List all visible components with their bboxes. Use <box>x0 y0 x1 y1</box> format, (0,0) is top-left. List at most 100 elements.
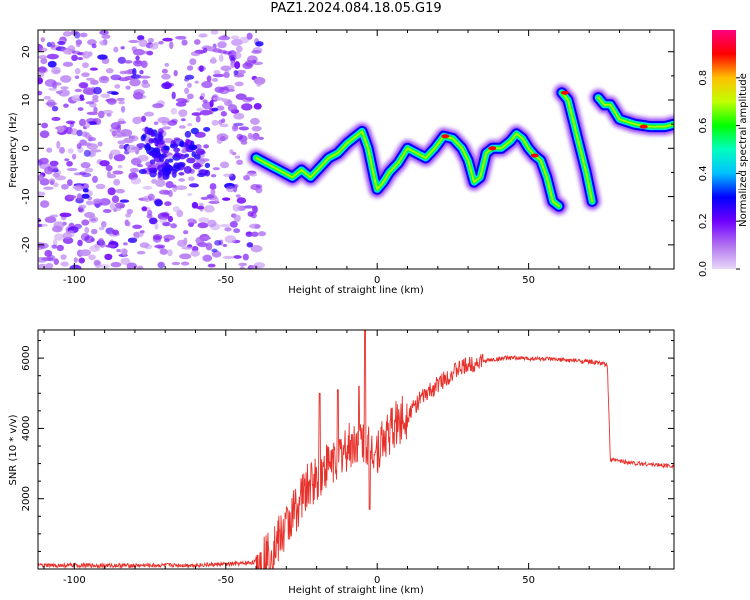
noise-cluster-blob <box>160 153 167 159</box>
snr-x-tick-label: 50 <box>522 575 535 586</box>
noise-blob <box>43 95 51 100</box>
noise-blob <box>71 54 78 61</box>
noise-blob <box>74 184 83 192</box>
noise-blob <box>171 91 176 100</box>
noise-blob <box>253 76 266 85</box>
spectrogram-plot-area <box>38 30 674 269</box>
noise-blob <box>152 235 162 243</box>
noise-blob <box>198 217 210 223</box>
spectrogram-content <box>38 30 674 269</box>
noise-blob <box>111 130 117 137</box>
noise-blob <box>132 91 144 100</box>
noise-blob <box>211 250 222 258</box>
noise-cluster-blob <box>156 139 165 145</box>
noise-blob <box>61 183 69 190</box>
noise-blob <box>117 164 123 169</box>
noise-blob <box>88 216 99 223</box>
noise-blob <box>222 197 231 201</box>
noise-blob <box>120 105 126 113</box>
noise-blob <box>190 249 200 257</box>
noise-blob <box>109 202 116 211</box>
peak-marker <box>488 146 497 151</box>
noise-blob <box>216 105 225 111</box>
noise-blob <box>127 237 138 244</box>
noise-blob <box>78 257 86 264</box>
noise-blob <box>44 79 57 87</box>
noise-blob <box>57 40 66 45</box>
noise-blob <box>186 65 194 71</box>
noise-blob <box>38 55 48 60</box>
colorbar-ticks: 0.0 0.2 0.4 0.6 0.8 <box>698 70 740 277</box>
noise-blob <box>164 62 170 67</box>
noise-blob <box>59 212 72 218</box>
noise-blob <box>210 174 217 178</box>
noise-blob <box>136 116 141 121</box>
noise-blob <box>110 261 122 268</box>
snr-x-tick-label: -50 <box>218 575 234 586</box>
noise-blob <box>251 50 262 54</box>
snr-x-tick-label: 0 <box>374 575 380 586</box>
noise-cluster-blob <box>157 171 163 178</box>
noise-blob <box>217 41 227 49</box>
noise-blob <box>79 249 91 257</box>
noise-blob <box>56 125 65 133</box>
noise-blob <box>229 149 234 155</box>
noise-cluster-blob <box>138 169 147 175</box>
noise-blob <box>113 178 121 186</box>
noise-blob <box>76 143 82 150</box>
noise-blob <box>253 102 262 110</box>
noise-blob <box>67 148 74 154</box>
noise-blob <box>99 40 106 46</box>
noise-blob <box>90 149 102 153</box>
noise-blob <box>207 219 217 228</box>
noise-blob <box>203 144 209 149</box>
noise-blob <box>198 202 204 207</box>
noise-blob <box>154 244 166 249</box>
noise-blob <box>147 193 155 201</box>
noise-blob <box>241 103 253 111</box>
spectrogram-x-tick-label: -50 <box>218 275 234 286</box>
noise-cluster-blob <box>152 147 161 154</box>
noise-blob <box>211 248 218 253</box>
noise-blob <box>167 249 173 257</box>
noise-blob <box>154 199 163 207</box>
noise-blob <box>56 140 61 149</box>
noise-cluster-blob <box>190 127 199 135</box>
noise-blob <box>170 107 178 115</box>
noise-blob <box>82 188 89 193</box>
spectrogram-y-ticks: -20 -10 0 10 20 <box>21 45 674 270</box>
noise-blob <box>175 35 187 40</box>
noise-blob <box>233 112 245 120</box>
noise-blob <box>230 60 236 68</box>
noise-blob <box>78 118 87 127</box>
noise-blob <box>212 97 224 101</box>
noise-blob <box>82 87 95 95</box>
peak-marker <box>639 124 648 129</box>
noise-blob <box>104 253 113 261</box>
noise-blob <box>53 258 59 265</box>
noise-blob <box>126 208 133 215</box>
noise-blob <box>209 99 214 108</box>
noise-blob <box>255 184 263 189</box>
noise-blob <box>244 96 255 101</box>
noise-blob <box>207 263 216 268</box>
noise-blob <box>85 200 94 206</box>
noise-blob <box>38 47 48 52</box>
spectrogram-x-tick-label: 50 <box>522 275 535 286</box>
noise-blob <box>97 54 108 60</box>
noise-blob <box>48 87 58 91</box>
noise-blob <box>178 125 186 129</box>
noise-blob <box>189 183 199 188</box>
snr-series-line <box>38 330 674 569</box>
noise-blob <box>39 130 50 139</box>
noise-blob <box>51 105 59 112</box>
noise-blob <box>112 229 120 236</box>
noise-blob <box>71 94 82 102</box>
colorbar-label: Normalized spectral amplitude <box>738 73 749 227</box>
noise-blob <box>238 262 248 267</box>
noise-blob <box>157 212 170 220</box>
noise-blob <box>191 201 199 209</box>
noise-blob <box>38 159 44 163</box>
noise-blob <box>178 109 188 117</box>
